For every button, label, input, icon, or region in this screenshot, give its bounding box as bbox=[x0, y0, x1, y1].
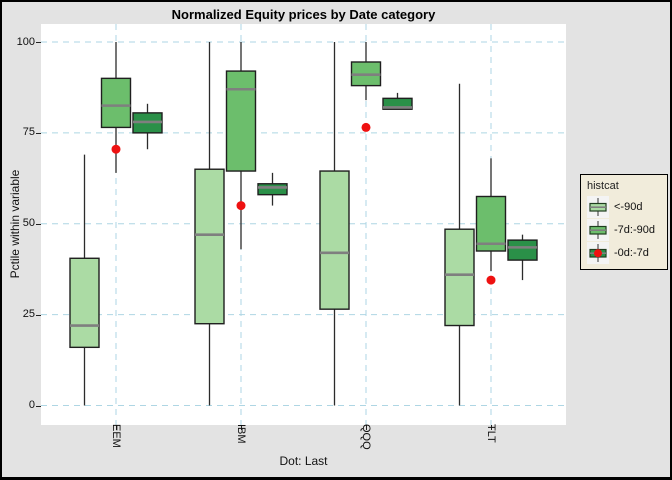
legend-item-label: -7d:-90d bbox=[614, 224, 655, 236]
y-tick-mark-25 bbox=[36, 314, 41, 316]
box-<-90d-TLT bbox=[444, 228, 475, 327]
box--7d:-90d-TLT bbox=[475, 195, 507, 252]
box-<-90d-QQQ bbox=[319, 170, 350, 310]
x-tick-mark-QQQ bbox=[366, 425, 367, 430]
legend-title: histcat bbox=[587, 180, 619, 192]
last-dot-TLT bbox=[486, 275, 496, 285]
x-tick-mark-EEM bbox=[116, 425, 117, 430]
last-dot-QQQ bbox=[361, 122, 371, 132]
box--7d:-90d-EEM bbox=[100, 77, 132, 129]
legend-item-0: <-90d bbox=[587, 196, 662, 218]
legend-key-boxplot-icon bbox=[587, 242, 609, 264]
box--0d:-7d-QQQ bbox=[382, 97, 413, 110]
legend-item-2: -0d:-7d bbox=[587, 242, 662, 264]
y-tick-label-50: 50 bbox=[22, 217, 35, 230]
legend-item-label: <-90d bbox=[614, 201, 643, 213]
plot-panel bbox=[41, 24, 566, 425]
y-tick-label-100: 100 bbox=[16, 35, 35, 48]
x-tick-mark-IBM bbox=[241, 425, 242, 430]
y-tick-label-75: 75 bbox=[22, 126, 35, 139]
last-dot-EEM bbox=[111, 144, 121, 154]
boxplot-svg bbox=[41, 24, 566, 425]
box--0d:-7d-TLT bbox=[507, 239, 538, 261]
y-tick-mark-50 bbox=[36, 223, 41, 225]
box--7d:-90d-IBM bbox=[225, 70, 257, 172]
chart-title: Normalized Equity prices by Date categor… bbox=[171, 7, 436, 22]
box--0d:-7d-IBM bbox=[257, 183, 288, 196]
box-<-90d-EEM bbox=[69, 257, 100, 349]
legend-items: <-90d -7d:-90d -0d:-7d bbox=[587, 196, 662, 264]
y-tick-label-0: 0 bbox=[28, 399, 35, 411]
y-tick-mark-75 bbox=[36, 132, 41, 134]
x-axis-caption: Dot: Last bbox=[279, 454, 328, 468]
y-tick-label-25: 25 bbox=[22, 308, 35, 321]
box-<-90d-IBM bbox=[194, 168, 225, 325]
legend-key-boxplot-icon bbox=[587, 219, 609, 241]
last-dot-IBM bbox=[236, 201, 246, 211]
legend: histcat <-90d -7d:-90d -0d:-7d bbox=[580, 174, 668, 270]
x-tick-mark-TLT bbox=[491, 425, 492, 430]
legend-item-label: -0d:-7d bbox=[614, 247, 649, 259]
y-tick-mark-0 bbox=[36, 405, 41, 407]
legend-item-1: -7d:-90d bbox=[587, 219, 662, 241]
legend-key-boxplot-icon bbox=[587, 196, 609, 218]
y-tick-mark-100 bbox=[36, 42, 41, 43]
